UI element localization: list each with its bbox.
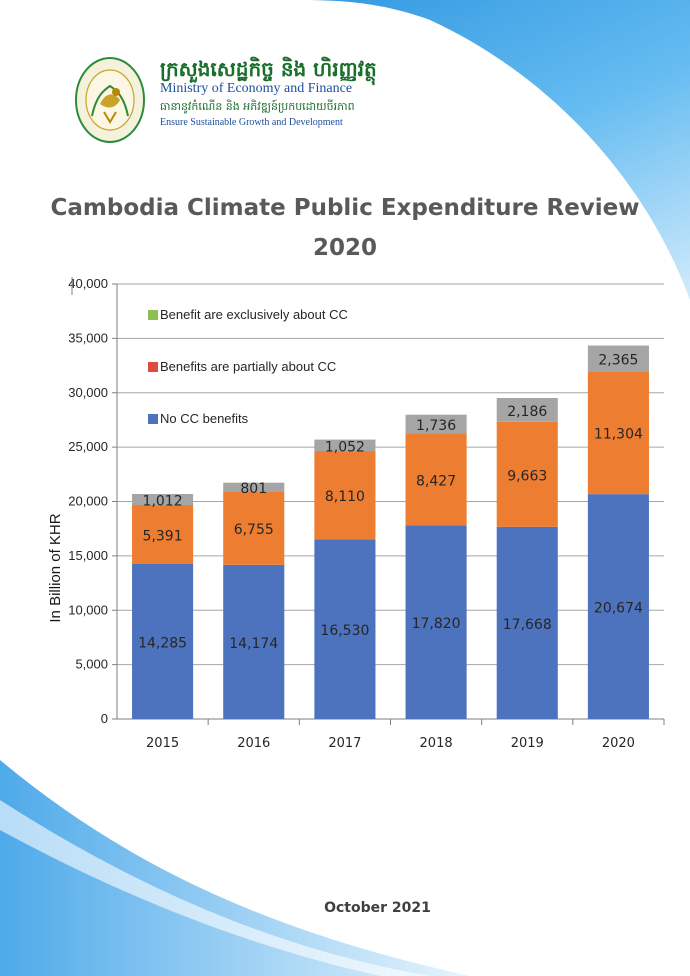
- data-label-partial-cc: 5,391: [143, 528, 183, 544]
- ministry-motto: Ensure Sustainable Growth and Developmen…: [160, 117, 343, 128]
- bar-partial-cc: [132, 505, 194, 564]
- y-tick-label: 30,000: [68, 385, 108, 400]
- x-tick-label: 2020: [602, 736, 635, 751]
- bar-exclusive-cc: [496, 398, 558, 422]
- legend-swatch-no-cc: [148, 414, 158, 424]
- ministry-seal-logo: [75, 57, 145, 143]
- bar-no-cc: [132, 563, 194, 719]
- x-tick-label: 2018: [420, 736, 453, 751]
- bar-exclusive-cc: [405, 414, 467, 434]
- bar-exclusive-cc: [314, 439, 376, 452]
- bar-partial-cc: [405, 433, 467, 526]
- data-label-no-cc: 20,674: [594, 601, 643, 617]
- bar-no-cc: [587, 494, 649, 719]
- y-tick-label: 0: [101, 711, 108, 726]
- bar-exclusive-cc: [587, 345, 649, 372]
- data-label-partial-cc: 9,663: [507, 468, 547, 484]
- data-label-no-cc: 17,668: [503, 617, 552, 633]
- bar-exclusive-cc: [223, 482, 285, 492]
- top-swoosh: [0, 0, 690, 300]
- bar-exclusive-cc: [132, 494, 194, 506]
- data-label-partial-cc: 8,110: [325, 489, 365, 505]
- khmer-ministry-name: ក្រសួងសេដ្ឋកិច្ច និង ហិរញ្ញវត្ថុ: [160, 57, 377, 81]
- data-label-no-cc: 17,820: [412, 616, 461, 632]
- khmer-motto: ធានានូវកំណើន និង អភិវឌ្ឍន៍ប្រកបដោយចីរភាព: [160, 100, 355, 113]
- legend-label: Benefit are exclusively about CC: [160, 307, 348, 322]
- y-tick-label: 25,000: [68, 439, 108, 454]
- x-tick-label: 2015: [146, 736, 179, 751]
- y-tick-label: 20,000: [68, 494, 108, 509]
- data-label-exclusive-cc: 1,736: [416, 418, 456, 434]
- publication-date: October 2021: [324, 900, 431, 916]
- data-label-no-cc: 14,285: [138, 635, 187, 651]
- bar-no-cc: [405, 525, 467, 719]
- legend-swatch-exclusive-cc: [148, 310, 158, 320]
- data-label-no-cc: 16,530: [320, 623, 369, 639]
- x-tick-label: 2016: [237, 736, 270, 751]
- x-tick-label: 2019: [511, 736, 544, 751]
- bar-no-cc: [496, 526, 558, 719]
- bar-no-cc: [223, 564, 285, 719]
- legend-label: No CC benefits: [160, 411, 249, 426]
- y-tick-label: 10,000: [68, 602, 108, 617]
- bar-partial-cc: [223, 491, 285, 565]
- data-label-exclusive-cc: 1,012: [143, 494, 183, 510]
- bar-no-cc: [314, 539, 376, 719]
- legend-swatch-partial-cc: [148, 362, 158, 372]
- stacked-bar-chart: 0 5,000 10,000 15,000 20,000 25,000 30,000 35,0…: [47, 276, 665, 751]
- bar-partial-cc: [496, 421, 558, 527]
- ministry-name: Ministry of Economy and Finance: [160, 81, 353, 96]
- data-label-partial-cc: 8,427: [416, 473, 456, 489]
- data-label-partial-cc: 11,304: [594, 427, 643, 443]
- data-label-exclusive-cc: 2,186: [507, 404, 547, 420]
- bar-partial-cc: [314, 451, 376, 540]
- y-tick-label: 35,000: [68, 330, 108, 345]
- data-label-no-cc: 14,174: [229, 636, 278, 652]
- bar-partial-cc: [587, 371, 649, 495]
- document-title-year: 2020: [312, 235, 377, 261]
- x-tick-label: 2017: [328, 736, 361, 751]
- y-tick-label: 40,000: [68, 276, 108, 291]
- bottom-swoosh: [0, 760, 470, 976]
- legend-label: Benefits are partially about CC: [160, 359, 336, 374]
- y-axis-title: In Billion of KHR: [47, 513, 64, 622]
- y-tick-label: 5,000: [75, 657, 108, 672]
- data-label-exclusive-cc: 1,052: [325, 439, 365, 455]
- document-title: Cambodia Climate Public Expenditure Revi…: [50, 195, 640, 221]
- y-tick-label: 15,000: [68, 548, 108, 563]
- data-label-exclusive-cc: 2,365: [598, 352, 638, 368]
- data-label-exclusive-cc: 801: [240, 481, 267, 497]
- data-label-partial-cc: 6,755: [234, 522, 274, 538]
